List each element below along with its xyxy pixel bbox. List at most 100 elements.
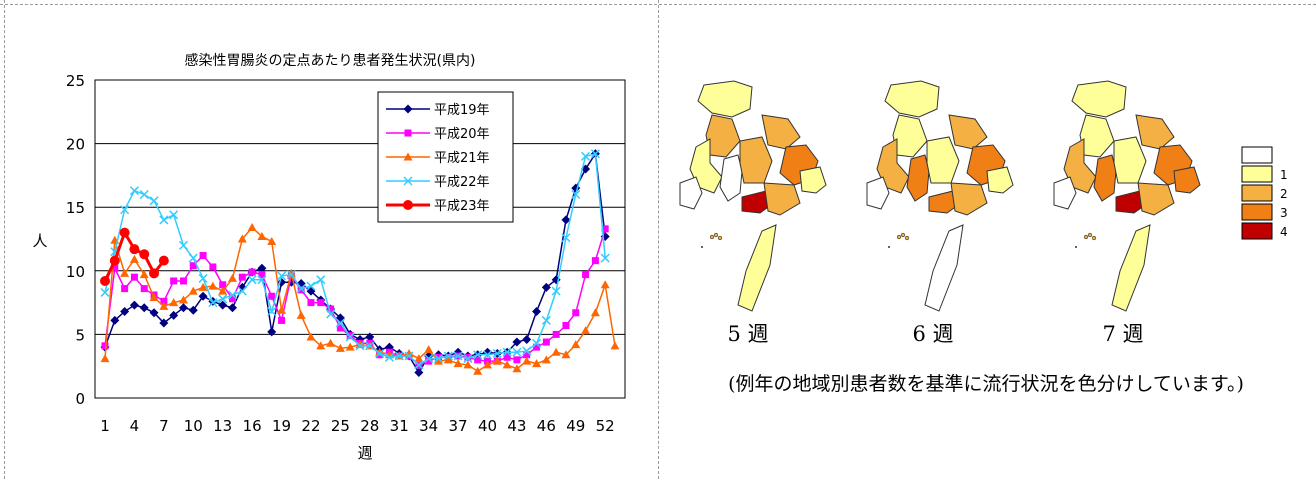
y-axis-label: 人 [32,232,47,250]
data-point [198,282,208,291]
map-region [719,154,743,202]
x-tick-label: 7 [159,417,169,435]
map-region [705,114,741,158]
data-point [522,334,532,344]
data-point [178,303,188,313]
x-tick-label: 4 [130,417,140,435]
series-line [104,151,606,375]
map-region [950,182,988,216]
data-point [100,287,110,297]
data-point [561,350,571,359]
data-point [169,298,179,307]
x-tick-label: 49 [566,417,585,435]
map-region [1135,114,1175,150]
y-tick-label: 10 [66,263,85,281]
legend-label: 平成21年 [434,151,490,166]
x-tick-label: 19 [272,417,291,435]
map-region [1137,182,1175,216]
data-point [414,360,424,370]
data-point [522,356,532,365]
data-point [345,332,355,342]
data-point [188,253,198,263]
data-point [149,308,159,318]
data-point [277,271,287,281]
map-week-3 [1053,80,1201,312]
data-point [229,295,236,303]
data-point [513,356,521,364]
data-point [492,356,502,365]
data-point [178,295,188,304]
map-region [1111,224,1151,312]
data-point [403,104,413,114]
data-point [316,341,326,350]
x-tick-label: 46 [537,417,556,435]
data-point [109,255,120,266]
y-tick-label: 15 [66,199,85,217]
map-week-labels: 5 週 6 週 7 週 [727,322,1143,346]
data-point [268,292,276,300]
data-point [345,342,355,351]
data-point [121,285,129,293]
data-point [590,308,600,317]
data-point [111,264,119,272]
map-week-label: 5 週 [727,322,768,346]
data-point [149,293,159,302]
data-point [581,151,591,161]
data-point [188,286,198,295]
data-point [533,343,541,351]
data-point [306,332,316,341]
data-point [414,354,424,363]
data-point [522,346,532,356]
data-point [453,359,463,368]
data-point [443,355,453,364]
data-point [482,350,493,360]
left-border [4,0,5,479]
x-tick-label: 22 [301,417,320,435]
data-point [178,240,188,250]
map-region [892,114,928,158]
x-tick-label: 40 [478,417,497,435]
legend-swatch-label: 3 [1280,206,1288,220]
data-point [129,186,139,196]
map-region [689,138,723,194]
data-point [169,310,179,320]
x-tick-label: 37 [449,417,468,435]
map-caption: (例年の地域別患者数を基準に流行状況を色分けしています。) [728,373,1244,395]
data-point [228,273,237,282]
map-region [697,80,753,118]
data-point [581,326,591,335]
data-point [582,271,590,279]
data-point [169,210,179,220]
data-point [492,348,502,359]
data-point [424,354,434,364]
data-point [129,300,139,310]
map-islet [717,235,723,241]
data-point [532,359,542,368]
data-point [248,268,256,276]
data-point [139,249,150,260]
plot-area [94,79,626,399]
data-point [523,351,531,359]
map-legend: 1 2 3 4 [1241,146,1288,240]
data-point [238,273,246,281]
map-region [1173,166,1201,194]
data-point [227,290,238,300]
data-point [414,368,424,378]
data-point [129,244,140,255]
x-tick-label: 25 [331,417,350,435]
data-point [237,234,247,243]
data-point [384,352,394,362]
data-point [120,307,130,317]
legend-swatch [1241,203,1273,221]
data-point [159,301,169,310]
data-point [572,309,580,317]
data-point [189,262,197,270]
data-point [365,341,375,351]
map-region [876,138,910,194]
data-point [139,189,149,200]
legend-label: 平成22年 [434,175,490,190]
map-islet [888,246,890,248]
legend-label: 平成23年 [434,199,490,214]
map-region [948,114,988,150]
map-region [906,154,930,202]
